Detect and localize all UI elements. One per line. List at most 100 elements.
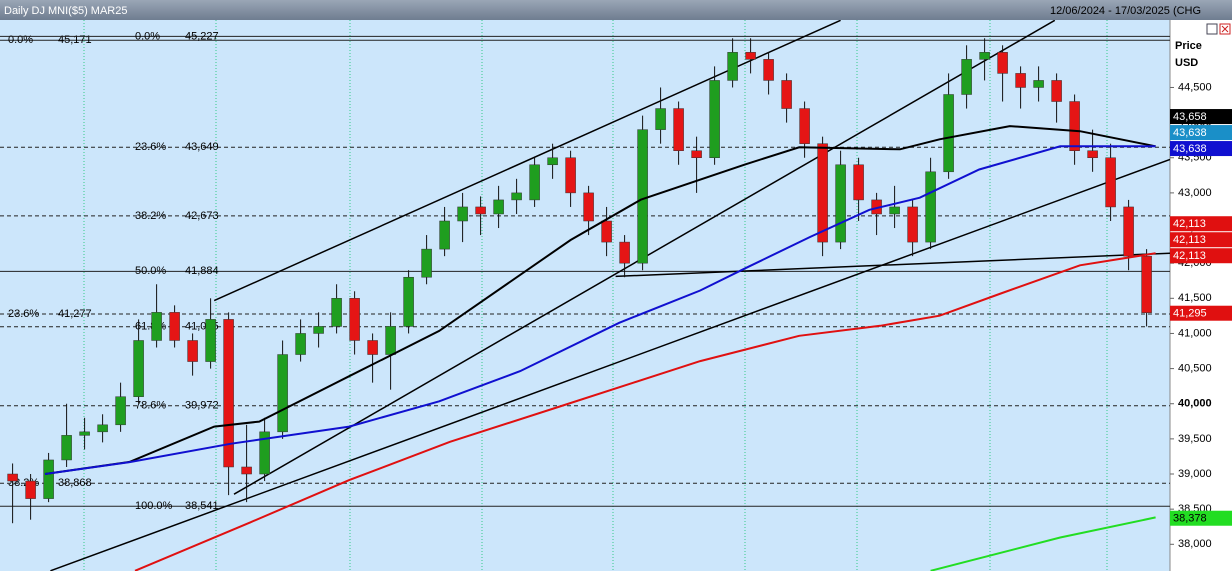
candle-body bbox=[799, 108, 810, 144]
fib-price: 39,972 bbox=[185, 400, 219, 412]
candle-body bbox=[673, 108, 684, 151]
candle-body bbox=[547, 157, 558, 166]
price-label: 43,638 bbox=[1173, 143, 1207, 155]
candle-body bbox=[619, 241, 630, 264]
candle-body bbox=[223, 319, 234, 468]
fib-percent: 50.0% bbox=[135, 265, 166, 277]
header-bar bbox=[0, 0, 1232, 20]
moving-average bbox=[930, 516, 1156, 571]
candle-body bbox=[43, 459, 54, 499]
candle-body bbox=[187, 340, 198, 362]
price-label: 42,113 bbox=[1173, 234, 1206, 246]
y-tick-label: 43,000 bbox=[1178, 187, 1212, 199]
candle-body bbox=[205, 319, 216, 362]
price-label: 42,113 bbox=[1173, 250, 1206, 262]
candle-body bbox=[1015, 73, 1026, 88]
price-label: 42,113 bbox=[1173, 218, 1206, 230]
candle-body bbox=[79, 431, 90, 436]
candle-body bbox=[403, 276, 414, 327]
candle-body bbox=[295, 333, 306, 355]
price-label-box bbox=[1170, 305, 1232, 321]
candle-body bbox=[1105, 157, 1116, 208]
candle-body bbox=[169, 312, 180, 341]
fib-percent: 23.6% bbox=[8, 308, 39, 320]
candle-body bbox=[997, 52, 1008, 74]
candle-body bbox=[1033, 80, 1044, 88]
fib-price: 42,673 bbox=[185, 210, 219, 222]
y-tick-label: 44,500 bbox=[1178, 81, 1212, 93]
axis-title: USD bbox=[1175, 57, 1198, 69]
fib-price: 45,171 bbox=[58, 34, 92, 46]
price-label: 43,638 bbox=[1173, 127, 1207, 139]
price-label: 38,378 bbox=[1173, 513, 1207, 525]
restore-button[interactable] bbox=[1206, 23, 1218, 35]
candle-body bbox=[763, 59, 774, 81]
candle-body bbox=[583, 192, 594, 222]
close-icon bbox=[1221, 25, 1229, 33]
candle-body bbox=[1069, 101, 1080, 151]
candle-body bbox=[709, 80, 720, 158]
candle-body bbox=[349, 298, 360, 341]
price-label-box bbox=[1170, 109, 1232, 125]
candle-body bbox=[835, 164, 846, 243]
candle-body bbox=[979, 52, 990, 60]
fib-percent: 0.0% bbox=[135, 30, 160, 42]
price-label: 43,658 bbox=[1173, 111, 1207, 123]
candle-body bbox=[277, 354, 288, 433]
candle-body bbox=[385, 326, 396, 355]
candle-body bbox=[601, 220, 612, 243]
candle-body bbox=[331, 298, 342, 327]
price-label-box bbox=[1170, 216, 1232, 232]
candle-body bbox=[421, 248, 432, 278]
plot: 0.0% 45,171 23.6% 41,277 38.2% 38,868 0.0% 45,2… bbox=[0, 20, 1170, 571]
fib-price: 38,541 bbox=[185, 500, 219, 512]
candle-body bbox=[61, 435, 72, 461]
moving-average bbox=[134, 252, 1156, 571]
candle-body bbox=[313, 326, 324, 334]
candle-body bbox=[565, 157, 576, 194]
moving-average bbox=[44, 125, 1156, 475]
plot-area bbox=[0, 20, 1170, 571]
candle-body bbox=[367, 340, 378, 355]
candle-body bbox=[1141, 255, 1152, 313]
candle-body bbox=[925, 171, 936, 243]
candle-body bbox=[655, 108, 666, 130]
fib-price: 38,868 bbox=[58, 477, 92, 489]
price-label-box bbox=[1170, 125, 1232, 141]
candle-body bbox=[439, 220, 450, 250]
moving-average bbox=[44, 145, 1156, 475]
candle-body bbox=[529, 164, 540, 201]
y-tick-label: 40,000 bbox=[1178, 398, 1212, 410]
fib-price: 45,227 bbox=[185, 30, 219, 42]
fib-price: 41,884 bbox=[185, 265, 219, 277]
axis-title: Price bbox=[1175, 40, 1202, 52]
y-tick-label: 38,000 bbox=[1178, 538, 1212, 550]
date-range: 12/06/2024 - 17/03/2025 (CHG bbox=[1050, 5, 1201, 17]
fib-percent: 0.0% bbox=[8, 34, 33, 46]
fib-percent: 38.2% bbox=[135, 210, 166, 222]
candle-body bbox=[853, 164, 864, 201]
price-label: 41,295 bbox=[1173, 308, 1207, 320]
candle-body bbox=[493, 199, 504, 215]
candle-body bbox=[817, 143, 828, 243]
candle-body bbox=[133, 340, 144, 397]
candle-body bbox=[781, 80, 792, 109]
fib-percent: 78.6% bbox=[135, 400, 166, 412]
price-label-box bbox=[1170, 141, 1232, 157]
price-label-box bbox=[1170, 510, 1232, 526]
trend-line bbox=[615, 252, 1170, 278]
trend-line bbox=[50, 158, 1170, 571]
candle-body bbox=[97, 424, 108, 433]
candle-body bbox=[943, 94, 954, 173]
candle-body bbox=[511, 192, 522, 201]
price-label-box bbox=[1170, 248, 1232, 264]
candle-body bbox=[241, 466, 252, 475]
fib-percent: 100.0% bbox=[135, 500, 173, 512]
candle-body bbox=[7, 473, 18, 482]
fib-price: 43,649 bbox=[185, 141, 219, 153]
y-tick-label: 40,500 bbox=[1178, 362, 1212, 374]
chart-title: Daily DJ MNI($5) MAR25 bbox=[4, 5, 127, 17]
candle-body bbox=[961, 59, 972, 95]
candle-body bbox=[457, 206, 468, 222]
